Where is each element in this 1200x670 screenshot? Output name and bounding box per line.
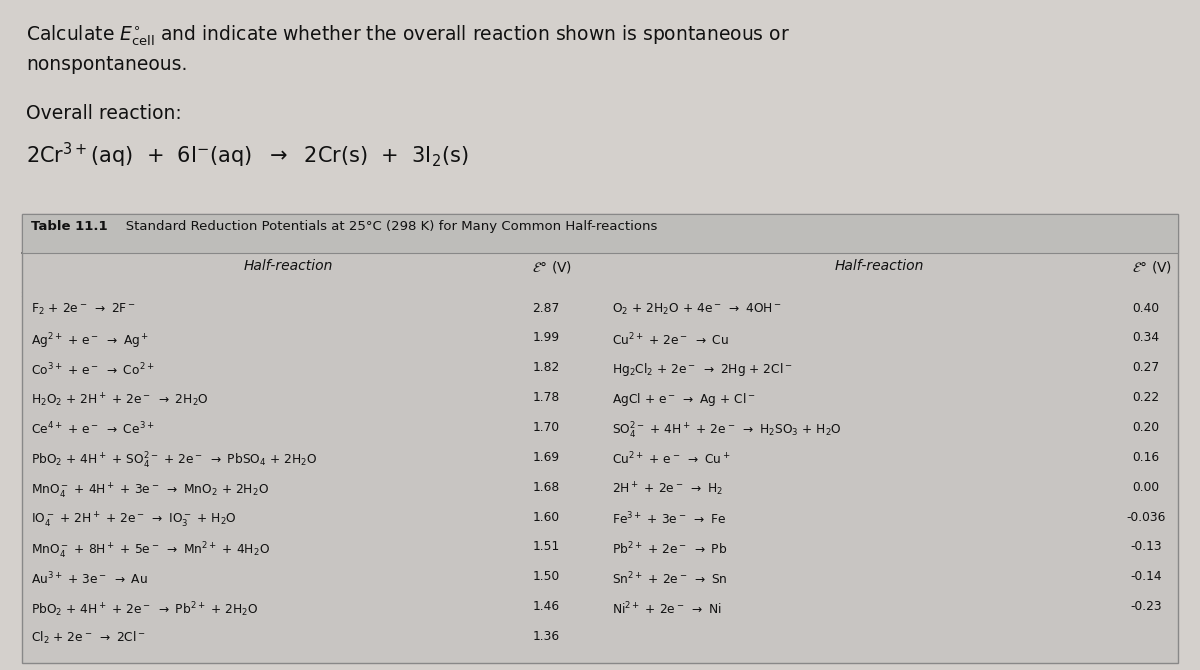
Text: Ni$^{2+}$ + 2e$^-$ $\rightarrow$ Ni: Ni$^{2+}$ + 2e$^-$ $\rightarrow$ Ni [612,600,721,617]
Text: 0.40: 0.40 [1133,302,1159,314]
Text: nonspontaneous.: nonspontaneous. [26,55,187,74]
Text: Ag$^{2+}$ + e$^-$ $\rightarrow$ Ag$^+$: Ag$^{2+}$ + e$^-$ $\rightarrow$ Ag$^+$ [31,332,150,351]
Text: 1.46: 1.46 [533,600,559,613]
Text: 1.69: 1.69 [533,451,559,464]
Text: Pb$^{2+}$ + 2e$^-$ $\rightarrow$ Pb: Pb$^{2+}$ + 2e$^-$ $\rightarrow$ Pb [612,541,727,557]
Text: MnO$_4^-$ + 8H$^+$ + 5e$^-$ $\rightarrow$ Mn$^{2+}$ + 4H$_2$O: MnO$_4^-$ + 8H$^+$ + 5e$^-$ $\rightarrow… [31,541,270,561]
Text: PbO$_2$ + 4H$^+$ + SO$_4^{2-}$ + 2e$^-$ $\rightarrow$ PbSO$_4$ + 2H$_2$O: PbO$_2$ + 4H$^+$ + SO$_4^{2-}$ + 2e$^-$ … [31,451,318,471]
Text: 1.78: 1.78 [533,391,559,404]
Text: -0.23: -0.23 [1130,600,1162,613]
Text: $\mathit{\mathcal{E}}$° (V): $\mathit{\mathcal{E}}$° (V) [532,259,572,275]
Text: 2.87: 2.87 [533,302,559,314]
Text: 0.34: 0.34 [1133,332,1159,344]
Text: Sn$^{2+}$ + 2e$^-$ $\rightarrow$ Sn: Sn$^{2+}$ + 2e$^-$ $\rightarrow$ Sn [612,570,727,587]
Text: F$_2$ + 2e$^-$ $\rightarrow$ 2F$^-$: F$_2$ + 2e$^-$ $\rightarrow$ 2F$^-$ [31,302,137,317]
Text: 0.27: 0.27 [1133,361,1159,375]
Text: 0.16: 0.16 [1133,451,1159,464]
Text: AgCl + e$^-$ $\rightarrow$ Ag + Cl$^-$: AgCl + e$^-$ $\rightarrow$ Ag + Cl$^-$ [612,391,756,408]
Text: Table 11.1: Table 11.1 [31,220,108,232]
Text: Fe$^{3+}$ + 3e$^-$ $\rightarrow$ Fe: Fe$^{3+}$ + 3e$^-$ $\rightarrow$ Fe [612,511,726,527]
Text: PbO$_2$ + 4H$^+$ + 2e$^-$ $\rightarrow$ Pb$^{2+}$ + 2H$_2$O: PbO$_2$ + 4H$^+$ + 2e$^-$ $\rightarrow$ … [31,600,259,619]
Text: H$_2$O$_2$ + 2H$^+$ + 2e$^-$ $\rightarrow$ 2H$_2$O: H$_2$O$_2$ + 2H$^+$ + 2e$^-$ $\rightarro… [31,391,209,409]
Text: 1.50: 1.50 [533,570,559,584]
Text: 1.60: 1.60 [533,511,559,523]
Text: Au$^{3+}$ + 3e$^-$ $\rightarrow$ Au: Au$^{3+}$ + 3e$^-$ $\rightarrow$ Au [31,570,148,587]
Text: Co$^{3+}$ + e$^-$ $\rightarrow$ Co$^{2+}$: Co$^{3+}$ + e$^-$ $\rightarrow$ Co$^{2+}… [31,361,155,378]
Text: -0.036: -0.036 [1127,511,1165,523]
Text: SO$_4^{2-}$ + 4H$^+$ + 2e$^-$ $\rightarrow$ H$_2$SO$_3$ + H$_2$O: SO$_4^{2-}$ + 4H$^+$ + 2e$^-$ $\rightarr… [612,421,841,441]
Text: 2H$^+$ + 2e$^-$ $\rightarrow$ H$_2$: 2H$^+$ + 2e$^-$ $\rightarrow$ H$_2$ [612,481,724,498]
Text: $\mathit{\mathcal{E}}$° (V): $\mathit{\mathcal{E}}$° (V) [1132,259,1172,275]
Text: 1.82: 1.82 [533,361,559,375]
Text: Standard Reduction Potentials at 25°C (298 K) for Many Common Half-reactions: Standard Reduction Potentials at 25°C (2… [113,220,658,232]
Text: Calculate $E^{\circ}_{\mathrm{cell}}$ and indicate whether the overall reaction : Calculate $E^{\circ}_{\mathrm{cell}}$ an… [26,23,791,48]
Text: 1.99: 1.99 [533,332,559,344]
Text: Hg$_2$Cl$_2$ + 2e$^-$ $\rightarrow$ 2Hg + 2Cl$^-$: Hg$_2$Cl$_2$ + 2e$^-$ $\rightarrow$ 2Hg … [612,361,792,379]
Text: 1.70: 1.70 [533,421,559,434]
Text: 1.51: 1.51 [533,541,559,553]
Text: IO$_4^-$ + 2H$^+$ + 2e$^-$ $\rightarrow$ IO$_3^-$ + H$_2$O: IO$_4^-$ + 2H$^+$ + 2e$^-$ $\rightarrow$… [31,511,238,529]
Text: Half-reaction: Half-reaction [244,259,334,273]
Text: 0.00: 0.00 [1133,481,1159,494]
Text: Half-reaction: Half-reaction [834,259,924,273]
Text: 1.36: 1.36 [533,630,559,643]
Text: Ce$^{4+}$ + e$^-$ $\rightarrow$ Ce$^{3+}$: Ce$^{4+}$ + e$^-$ $\rightarrow$ Ce$^{3+}… [31,421,155,438]
Text: Overall reaction:: Overall reaction: [26,104,182,123]
Text: 2Cr$^{3+}$(aq)  +  6I$^{-}$(aq)  $\rightarrow$  2Cr(s)  +  3I$_2$(s): 2Cr$^{3+}$(aq) + 6I$^{-}$(aq) $\rightarr… [26,141,469,170]
Text: MnO$_4^-$ + 4H$^+$ + 3e$^-$ $\rightarrow$ MnO$_2$ + 2H$_2$O: MnO$_4^-$ + 4H$^+$ + 3e$^-$ $\rightarrow… [31,481,269,500]
Text: -0.14: -0.14 [1130,570,1162,584]
Text: 0.20: 0.20 [1133,421,1159,434]
Text: 1.68: 1.68 [533,481,559,494]
Text: Cu$^{2+}$ + e$^-$ $\rightarrow$ Cu$^+$: Cu$^{2+}$ + e$^-$ $\rightarrow$ Cu$^+$ [612,451,731,468]
Text: Cu$^{2+}$ + 2e$^-$ $\rightarrow$ Cu: Cu$^{2+}$ + 2e$^-$ $\rightarrow$ Cu [612,332,730,348]
Text: -0.13: -0.13 [1130,541,1162,553]
Text: 0.22: 0.22 [1133,391,1159,404]
Text: O$_2$ + 2H$_2$O + 4e$^-$ $\rightarrow$ 4OH$^-$: O$_2$ + 2H$_2$O + 4e$^-$ $\rightarrow$ 4… [612,302,782,317]
Text: Cl$_2$ + 2e$^-$ $\rightarrow$ 2Cl$^-$: Cl$_2$ + 2e$^-$ $\rightarrow$ 2Cl$^-$ [31,630,146,646]
